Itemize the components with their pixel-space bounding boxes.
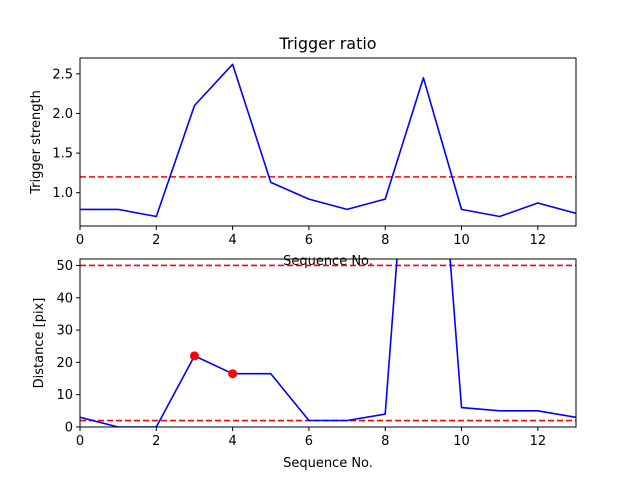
y-tick-label: 40 <box>56 291 73 306</box>
y-tick-label: 0 <box>65 421 73 436</box>
x-tick-label: 4 <box>228 434 236 449</box>
series-line <box>80 63 576 218</box>
trigger-ratio-panel: Trigger ratio 0 2 4 6 8 10 12 1.0 1.5 2.0 2.5 Sequ… <box>29 34 577 269</box>
y-tick-label: 20 <box>56 356 73 371</box>
distance-panel: 0 2 4 6 8 10 12 0 10 20 30 40 50 Sequence No. Distan… <box>32 258 577 471</box>
x-axis-label: Sequence No. <box>283 456 373 471</box>
y-tick-label: 2.0 <box>52 107 73 122</box>
data-point-marker <box>189 351 199 361</box>
x-tick-label: 0 <box>76 434 84 449</box>
chart-title: Trigger ratio <box>278 34 376 53</box>
y-tick-label: 30 <box>56 324 73 339</box>
y-tick-label: 1.5 <box>52 147 73 162</box>
trigger-ratio-plot-area: 0 2 4 6 8 10 12 1.0 1.5 2.0 2.5 <box>52 57 577 248</box>
axes-frame <box>79 57 577 227</box>
x-tick-label: 8 <box>381 434 389 449</box>
y-axis-label: Trigger strength <box>29 90 44 195</box>
x-tick-label: 4 <box>228 233 236 248</box>
distance-plot-area: 0 2 4 6 8 10 12 0 10 20 30 40 50 <box>56 258 577 449</box>
data-point-marker <box>228 369 238 379</box>
x-tick-label: 0 <box>76 233 84 248</box>
x-tick-label: 12 <box>530 233 547 248</box>
series-line <box>80 259 576 427</box>
x-tick-label: 2 <box>152 233 160 248</box>
x-tick-label: 8 <box>381 233 389 248</box>
y-tick-label: 50 <box>56 259 73 274</box>
y-tick-label: 10 <box>56 388 73 403</box>
y-tick-label: 1.0 <box>52 186 73 201</box>
x-tick-label: 6 <box>305 233 313 248</box>
x-tick-label: 6 <box>305 434 313 449</box>
x-tick-label: 10 <box>453 233 470 248</box>
y-tick-label: 2.5 <box>52 67 73 82</box>
axes-frame <box>79 258 577 428</box>
x-tick-label: 2 <box>152 434 160 449</box>
x-axis-label: Sequence No. <box>283 254 373 269</box>
x-tick-label: 12 <box>530 434 547 449</box>
y-axis-label: Distance [pix] <box>32 298 47 389</box>
x-tick-label: 10 <box>453 434 470 449</box>
